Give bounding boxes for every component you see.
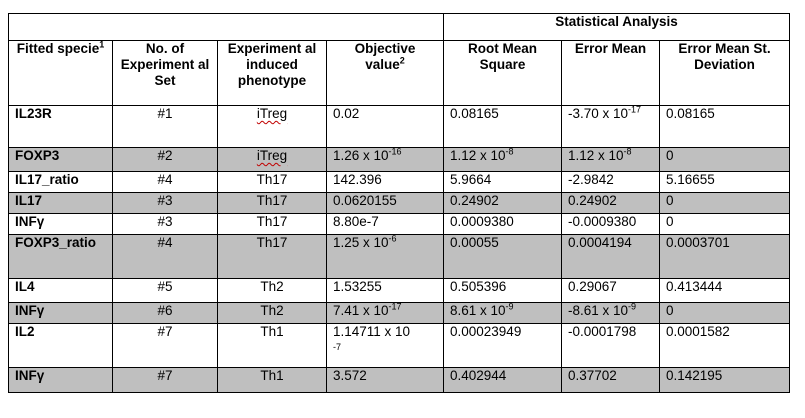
cell-rms: 0.505396 xyxy=(443,278,562,303)
cell-objective: 3.572 xyxy=(326,367,444,393)
col-header-error-mean: Error Mean xyxy=(561,40,660,106)
cell-objective: 0.0620155 xyxy=(326,192,444,214)
cell-error-mean: -0.0009380 xyxy=(561,213,660,235)
cell-rms: 0.0009380 xyxy=(443,213,562,235)
cell-objective: 142.396 xyxy=(326,171,444,193)
cell-error-mean: 0.0004194 xyxy=(561,234,660,279)
cell-std: 0.08165 xyxy=(659,105,790,148)
cell-set: #7 xyxy=(112,367,218,393)
cell-error-mean: -8.61 x 10-9 xyxy=(561,302,660,324)
header-blank xyxy=(8,13,444,41)
col-header-phenotype: Experiment al induced phenotype xyxy=(217,40,327,106)
cell-specie: IL4 xyxy=(8,278,113,303)
cell-error-mean: 1.12 x 10-8 xyxy=(561,147,660,172)
cell-set: #4 xyxy=(112,171,218,193)
cell-std: 0 xyxy=(659,302,790,324)
cell-rms: 0.00055 xyxy=(443,234,562,279)
cell-std: 0.413444 xyxy=(659,278,790,303)
cell-phenotype: Th2 xyxy=(217,278,327,303)
cell-phenotype: iTreg xyxy=(217,105,327,148)
table-row: INFγ #7 Th1 3.572 0.402944 0.37702 0.142… xyxy=(8,367,790,393)
cell-std: 0.0001582 xyxy=(659,323,790,368)
cell-set: #6 xyxy=(112,302,218,324)
col-header-objective-value: Objective value2 xyxy=(326,40,444,106)
table-row: IL4 #5 Th2 1.53255 0.505396 0.29067 0.41… xyxy=(8,278,790,303)
cell-error-mean: 0.37702 xyxy=(561,367,660,393)
cell-std: 5.16655 xyxy=(659,171,790,193)
col-header-experiment-set: No. of Experiment al Set xyxy=(112,40,218,106)
cell-error-mean: 0.29067 xyxy=(561,278,660,303)
table-row: IL17 #3 Th17 0.0620155 0.24902 0.24902 0 xyxy=(8,192,790,214)
cell-error-mean: -0.0001798 xyxy=(561,323,660,368)
cell-specie: INFγ xyxy=(8,213,113,235)
cell-phenotype: Th1 xyxy=(217,323,327,368)
cell-rms: 8.61 x 10-9 xyxy=(443,302,562,324)
table-row: FOXP3 #2 iTreg 1.26 x 10-16 1.12 x 10-8 … xyxy=(8,147,790,172)
table-row: IL23R #1 iTreg 0.02 0.08165 -3.70 x 10-1… xyxy=(8,105,790,148)
col-header-rms: Root Mean Square xyxy=(443,40,562,106)
cell-objective: 7.41 x 10-17 xyxy=(326,302,444,324)
cell-std: 0 xyxy=(659,192,790,214)
cell-specie: IL17_ratio xyxy=(8,171,113,193)
cell-phenotype: iTreg xyxy=(217,147,327,172)
cell-rms: 0.08165 xyxy=(443,105,562,148)
cell-objective: 0.02 xyxy=(326,105,444,148)
cell-objective: 1.53255 xyxy=(326,278,444,303)
cell-specie: IL23R xyxy=(8,105,113,148)
cell-std: 0.0003701 xyxy=(659,234,790,279)
cell-std: 0 xyxy=(659,213,790,235)
cell-specie: INFγ xyxy=(8,367,113,393)
cell-set: #7 xyxy=(112,323,218,368)
cell-rms: 0.00023949 xyxy=(443,323,562,368)
cell-set: #3 xyxy=(112,192,218,214)
cell-objective: 8.80e-7 xyxy=(326,213,444,235)
col-header-error-std: Error Mean St. Deviation xyxy=(659,40,790,106)
cell-set: #4 xyxy=(112,234,218,279)
table-row: IL17_ratio #4 Th17 142.396 5.9664 -2.984… xyxy=(8,171,790,193)
cell-set: #3 xyxy=(112,213,218,235)
cell-phenotype: Th17 xyxy=(217,171,327,193)
cell-rms: 0.24902 xyxy=(443,192,562,214)
cell-set: #5 xyxy=(112,278,218,303)
cell-rms: 0.402944 xyxy=(443,367,562,393)
table-row: IL2 #7 Th1 1.14711 x 10 -7 0.00023949 -0.… xyxy=(8,323,790,368)
cell-std: 0.142195 xyxy=(659,367,790,393)
cell-set: #2 xyxy=(112,147,218,172)
cell-rms: 5.9664 xyxy=(443,171,562,193)
cell-error-mean: -3.70 x 10-17 xyxy=(561,105,660,148)
cell-error-mean: 0.24902 xyxy=(561,192,660,214)
cell-objective: 1.25 x 10-6 xyxy=(326,234,444,279)
cell-objective: 1.26 x 10-16 xyxy=(326,147,444,172)
cell-rms: 1.12 x 10-8 xyxy=(443,147,562,172)
table-row: FOXP3_ratio #4 Th17 1.25 x 10-6 0.00055 … xyxy=(8,234,790,279)
cell-specie: IL2 xyxy=(8,323,113,368)
cell-phenotype: Th17 xyxy=(217,213,327,235)
cell-phenotype: Th17 xyxy=(217,234,327,279)
cell-set: #1 xyxy=(112,105,218,148)
statistical-analysis-header: Statistical Analysis xyxy=(443,13,790,41)
cell-phenotype: Th1 xyxy=(217,367,327,393)
cell-specie: FOXP3_ratio xyxy=(8,234,113,279)
cell-phenotype: Th17 xyxy=(217,192,327,214)
cell-specie: IL17 xyxy=(8,192,113,214)
cell-specie: FOXP3 xyxy=(8,147,113,172)
cell-error-mean: -2.9842 xyxy=(561,171,660,193)
table-row: INFγ #3 Th17 8.80e-7 0.0009380 -0.000938… xyxy=(8,213,790,235)
col-header-fitted-specie: Fitted specie1 xyxy=(8,40,113,106)
cell-objective: 1.14711 x 10 -7 xyxy=(326,323,444,368)
cell-specie: INFγ xyxy=(8,302,113,324)
table-row: INFγ #6 Th2 7.41 x 10-17 8.61 x 10-9 -8.… xyxy=(8,302,790,324)
cell-std: 0 xyxy=(659,147,790,172)
results-table: Statistical Analysis Fitted specie1 No. … xyxy=(8,13,790,393)
cell-phenotype: Th2 xyxy=(217,302,327,324)
